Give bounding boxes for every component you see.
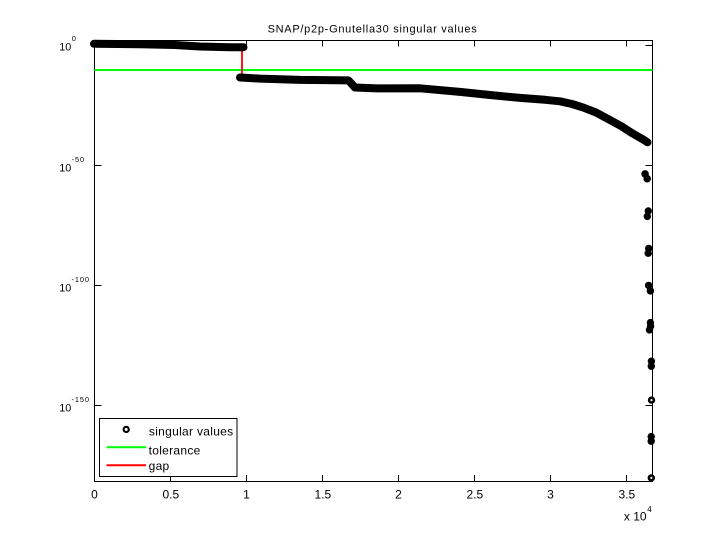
svg-text:-50: -50 xyxy=(72,155,85,164)
svg-text:1: 1 xyxy=(243,487,250,501)
svg-text:0.5: 0.5 xyxy=(162,487,179,501)
svg-text:10: 10 xyxy=(59,403,71,415)
svg-text:0: 0 xyxy=(72,34,76,43)
svg-text:tolerance: tolerance xyxy=(149,443,201,457)
svg-text:0: 0 xyxy=(91,487,98,501)
svg-text:10: 10 xyxy=(59,163,71,175)
svg-text:singular values: singular values xyxy=(149,425,234,439)
svg-text:-100: -100 xyxy=(72,275,90,284)
svg-text:10: 10 xyxy=(59,42,71,54)
svg-text:1.5: 1.5 xyxy=(314,487,331,501)
svg-text:SNAP/p2p-Gnutella30 singular v: SNAP/p2p-Gnutella30 singular values xyxy=(268,23,478,35)
svg-text:-150: -150 xyxy=(72,395,90,404)
svg-text:10: 10 xyxy=(59,283,71,295)
svg-text:2: 2 xyxy=(395,487,402,501)
svg-text:2.5: 2.5 xyxy=(466,487,483,501)
svg-text:3.5: 3.5 xyxy=(618,487,635,501)
svg-text:x 10: x 10 xyxy=(624,510,647,524)
svg-text:3: 3 xyxy=(547,487,554,501)
svg-text:4: 4 xyxy=(647,505,652,514)
svg-text:gap: gap xyxy=(149,459,170,473)
